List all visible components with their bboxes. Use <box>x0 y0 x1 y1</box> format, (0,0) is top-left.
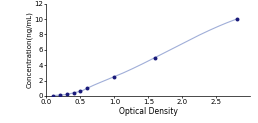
Point <box>85 87 89 89</box>
Point <box>65 93 69 95</box>
Point <box>112 76 116 78</box>
Point <box>58 94 62 96</box>
Point <box>235 18 239 20</box>
Y-axis label: Concentration(ng/mL): Concentration(ng/mL) <box>26 11 33 88</box>
Point <box>71 92 76 94</box>
X-axis label: Optical Density: Optical Density <box>119 107 178 116</box>
Point <box>51 95 55 97</box>
Point <box>78 90 83 92</box>
Point <box>153 56 157 58</box>
